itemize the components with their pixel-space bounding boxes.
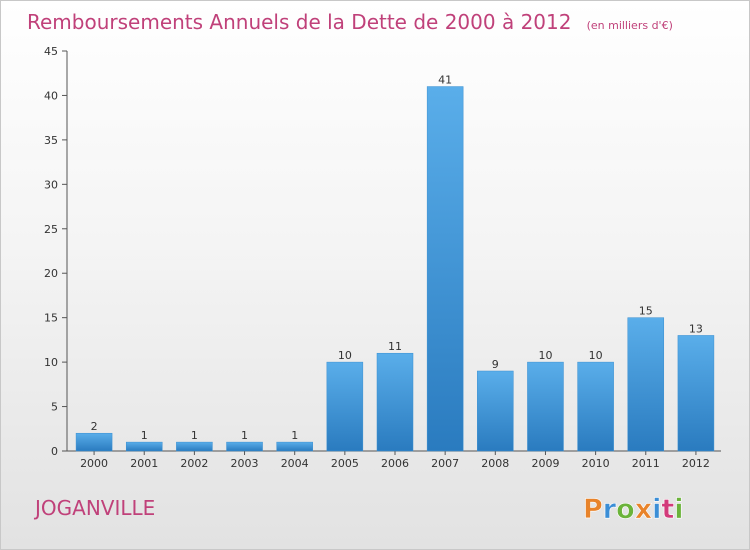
bar-2008 [477, 370, 514, 452]
y-tick-label: 10 [44, 356, 58, 369]
x-tick-label-2001: 2001 [130, 457, 158, 470]
data-label-2002: 1 [191, 429, 198, 442]
bar-2011 [627, 317, 665, 452]
y-axis-ticks: 0 5 10 15 20 25 30 35 40 45 [44, 45, 67, 458]
data-label-2011: 15 [639, 305, 653, 318]
data-label-2005: 10 [338, 349, 352, 362]
logo-letter: i [674, 494, 683, 525]
y-tick-label: 20 [44, 267, 58, 280]
bar-2012 [677, 335, 715, 452]
data-label-2000: 2 [91, 420, 98, 433]
logo-letter: P [583, 494, 603, 525]
proxiti-logo: Proxiti [583, 494, 684, 525]
bar-2002 [176, 441, 213, 452]
x-tick-label-2000: 2000 [80, 457, 108, 470]
data-label-2009: 10 [538, 349, 552, 362]
x-tick-label-2003: 2003 [231, 457, 259, 470]
bar-2007 [426, 86, 464, 452]
data-label-2012: 13 [689, 322, 703, 335]
chart-title-unit: (en milliers d'€) [587, 19, 673, 32]
data-label-2010: 10 [589, 349, 603, 362]
y-tick-label: 35 [44, 134, 58, 147]
town-name: JOGANVILLE [33, 496, 155, 520]
y-tick-label: 30 [44, 178, 58, 191]
bar-2006 [376, 352, 414, 452]
data-label-2008: 9 [492, 358, 499, 371]
logo-letter: o [616, 494, 635, 525]
x-tick-label-2007: 2007 [431, 457, 459, 470]
x-tick-label-2006: 2006 [381, 457, 409, 470]
x-tick-label-2004: 2004 [281, 457, 309, 470]
bar-2005 [326, 361, 364, 452]
bar-2001 [125, 441, 163, 452]
y-tick-label: 15 [44, 312, 58, 325]
logo-letter: i [652, 494, 661, 525]
chart-title: Remboursements Annuels de la Dette de 20… [27, 10, 673, 34]
logo-letter: x [635, 494, 652, 525]
y-tick-label: 45 [44, 45, 58, 58]
x-tick-label-2005: 2005 [331, 457, 359, 470]
y-tick-label: 25 [44, 223, 58, 236]
x-tick-label-2011: 2011 [632, 457, 660, 470]
y-tick-label: 40 [44, 89, 58, 102]
logo-letter: t [661, 494, 674, 525]
x-tick-label-2008: 2008 [481, 457, 509, 470]
bar-series [75, 86, 715, 452]
data-label-2007: 41 [438, 74, 452, 87]
x-tick-label-2002: 2002 [180, 457, 208, 470]
y-tick-label: 0 [51, 445, 58, 458]
logo-letter: r [603, 494, 617, 525]
data-label-2006: 11 [388, 340, 402, 353]
x-tick-label-2012: 2012 [682, 457, 710, 470]
bar-2010 [577, 361, 614, 452]
x-tick-label-2009: 2009 [531, 457, 559, 470]
y-tick-label: 5 [51, 401, 58, 414]
x-axis-ticks: 2000 2001 2002 2003 2004 2005 2006 2007 2008 2009… [80, 451, 710, 470]
bar-2003 [226, 441, 263, 452]
bar-2004 [276, 441, 313, 452]
data-label-2004: 1 [291, 429, 298, 442]
data-label-2001: 1 [141, 429, 148, 442]
x-tick-label-2010: 2010 [582, 457, 610, 470]
chart-title-main: Remboursements Annuels de la Dette de 20… [27, 10, 571, 34]
bar-2000 [75, 432, 113, 452]
bar-2009 [527, 361, 564, 452]
data-label-2003: 1 [241, 429, 248, 442]
